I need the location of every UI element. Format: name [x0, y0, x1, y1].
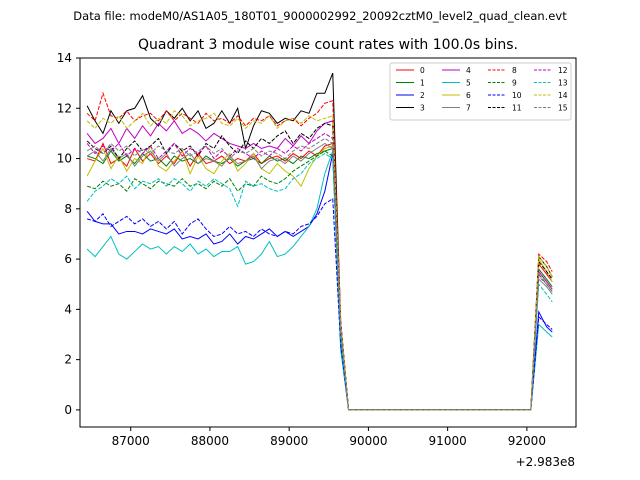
axes-layer: 87000 88000 89000 90000 91000 920000246810121…	[57, 51, 577, 448]
legend-label-15: 15	[558, 104, 568, 113]
legend-label-1: 1	[420, 79, 425, 88]
y-tick-label: 4	[64, 302, 72, 316]
series-line-13	[86, 152, 553, 411]
legend-label-3: 3	[420, 104, 425, 113]
y-tick-label: 6	[64, 252, 72, 266]
legend-label-13: 13	[558, 79, 568, 88]
y-tick-label: 14	[57, 51, 72, 65]
legend-label-7: 7	[466, 104, 471, 113]
legend-label-12: 12	[558, 66, 568, 75]
y-tick-label: 8	[64, 202, 72, 216]
legend-box	[389, 62, 572, 121]
plot-frame	[79, 57, 577, 428]
series-line-8	[86, 91, 553, 411]
x-axis-offset-label: +2.983e8	[516, 455, 575, 469]
legend-label-5: 5	[466, 79, 471, 88]
legend-label-9: 9	[512, 79, 517, 88]
legend-label-8: 8	[512, 66, 517, 75]
legend-label-2: 2	[420, 91, 425, 100]
y-tick-label: 0	[64, 403, 72, 417]
x-tick-label: 87000	[112, 434, 150, 448]
series-layer	[86, 72, 553, 411]
y-tick-label: 10	[57, 152, 72, 166]
legend-label-6: 6	[466, 91, 471, 100]
series-line-10	[86, 197, 553, 411]
y-tick-label: 2	[64, 353, 72, 367]
chart-suptitle: Data file: modeM0/AS1A05_180T01_90000029…	[73, 9, 567, 23]
chart-title: Quadrant 3 module wise count rates with …	[138, 37, 518, 53]
legend-label-14: 14	[558, 91, 568, 100]
legend-label-4: 4	[466, 66, 471, 75]
x-tick-label: 92000	[508, 434, 546, 448]
x-tick-label: 90000	[349, 434, 387, 448]
y-tick-label: 12	[57, 101, 72, 115]
x-tick-label: 88000	[191, 434, 229, 448]
series-line-15	[86, 137, 553, 411]
x-tick-label: 91000	[429, 434, 467, 448]
legend-label-0: 0	[420, 66, 425, 75]
legend-label-11: 11	[512, 104, 522, 113]
legend-label-10: 10	[512, 91, 522, 100]
x-tick-label: 89000	[270, 434, 308, 448]
